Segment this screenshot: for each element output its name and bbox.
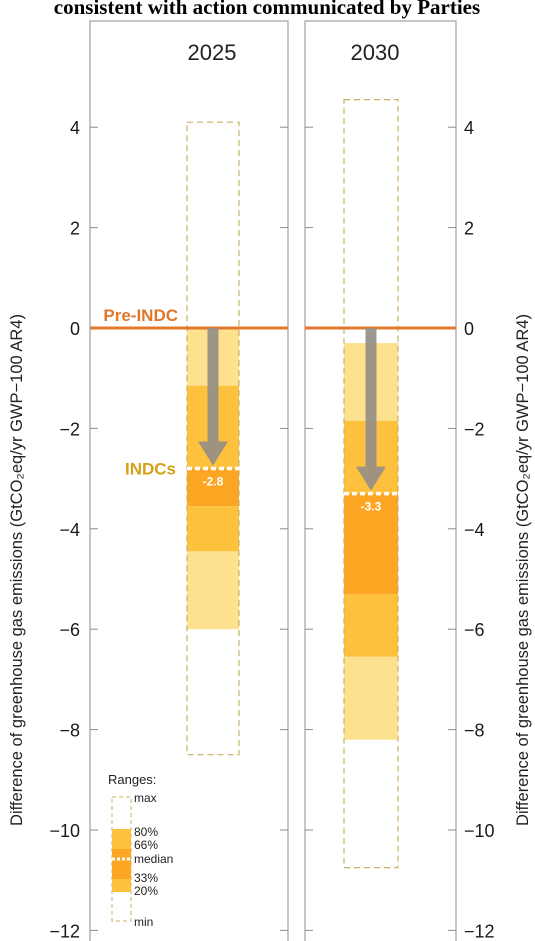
tick-label-left--4: −4 — [59, 520, 80, 540]
panel-frame-2030 — [304, 20, 457, 941]
y-axis-title-right: Difference of greenhouse gas emissions (… — [514, 314, 532, 826]
tick-label-left--2: −2 — [59, 419, 80, 439]
range-median-33-2025 — [187, 468, 239, 507]
tick-label-right-2: 2 — [464, 219, 474, 239]
legend-title: Ranges: — [108, 772, 156, 787]
range-minmax-2030 — [343, 98, 399, 869]
tick-label-left-0: 0 — [70, 319, 80, 339]
pre-indc-label: Pre-INDC — [103, 306, 178, 325]
legend-swatch-80 — [112, 829, 131, 849]
indc-arrow-2025 — [198, 328, 228, 466]
median-value-2030: -3.3 — [361, 500, 382, 514]
legend-min: min — [134, 915, 153, 929]
indc-arrow-2030 — [356, 328, 386, 491]
tick-label-left--10: −10 — [49, 821, 80, 841]
tick-label-right--12: −12 — [464, 921, 495, 941]
range-minmax-2025 — [186, 121, 240, 756]
range-20-low-2025 — [187, 551, 239, 630]
indc-arrows — [198, 328, 386, 491]
legend-20: 20% — [134, 884, 158, 898]
range-33-20-2030 — [344, 594, 398, 657]
legend-median: median — [134, 852, 173, 866]
legend-80: 80% — [134, 825, 158, 839]
legend-33: 33% — [134, 871, 158, 885]
panel-title-2025: 2025 — [188, 40, 237, 65]
legend: Ranges: max 80% 66% median 33% 20% min — [108, 772, 173, 929]
legend-66: 66% — [134, 838, 158, 852]
panel-2025: 2025 — [89, 20, 289, 941]
legend-swatch-20 — [112, 879, 131, 892]
range-20-low-2030 — [344, 656, 398, 740]
tick-label-right--8: −8 — [464, 721, 485, 741]
y-axis-ticks: 4 4 2 2 0 0 −2 −2 −4 −4 −6 −6 −8 −8 −10 −10 −12 −12 — [49, 118, 494, 941]
panel-frame-2025 — [89, 20, 289, 941]
indcs-label: INDCs — [125, 460, 176, 479]
range-median-33-2030 — [344, 493, 398, 595]
panel-2030: 2030 — [304, 20, 457, 941]
tick-label-right-0: 0 — [464, 319, 474, 339]
range-bars: -2.8 -3.3 — [186, 98, 399, 869]
chart-title: consistent with action communicated by P… — [54, 0, 480, 19]
tick-label-right--4: −4 — [464, 520, 485, 540]
range-33-20-2025 — [187, 506, 239, 552]
median-value-2025: -2.8 — [203, 475, 224, 489]
panel-title-2030: 2030 — [351, 40, 400, 65]
tick-label-right-4: 4 — [464, 118, 474, 138]
tick-label-right--2: −2 — [464, 419, 485, 439]
tick-label-left-2: 2 — [70, 219, 80, 239]
legend-swatch-66-33 — [112, 849, 131, 879]
legend-max: max — [134, 791, 157, 805]
y-axis-title-left: Difference of greenhouse gas emissions (… — [8, 314, 26, 826]
tick-label-left--12: −12 — [49, 921, 80, 941]
tick-label-left--8: −8 — [59, 721, 80, 741]
tick-label-right--6: −6 — [464, 620, 485, 640]
tick-label-left--6: −6 — [59, 620, 80, 640]
tick-label-left-4: 4 — [70, 118, 80, 138]
tick-label-right--10: −10 — [464, 821, 495, 841]
